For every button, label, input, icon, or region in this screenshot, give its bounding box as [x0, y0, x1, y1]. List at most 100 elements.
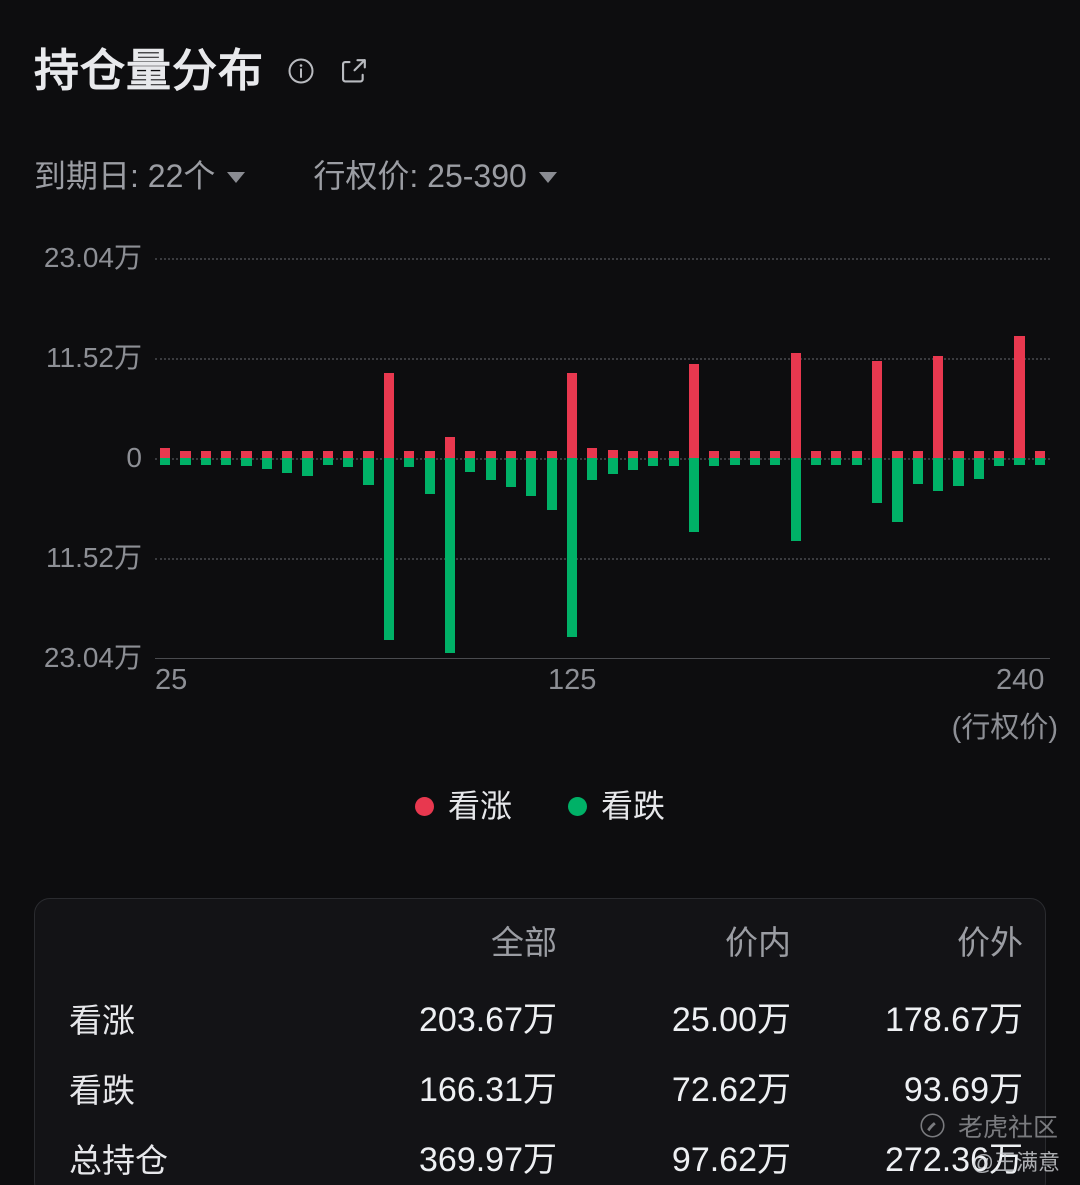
chart-bar-bearish — [485, 458, 496, 480]
chart-bar-bearish — [160, 458, 171, 465]
col-header-all: 全部 — [491, 923, 557, 961]
chevron-down-icon — [227, 172, 246, 183]
chart-bar-bearish — [607, 458, 618, 474]
page-title: 持仓量分布 — [34, 45, 265, 96]
chart-bar-bullish — [505, 451, 517, 458]
chart-legend: 看涨 看跌 — [0, 790, 1080, 822]
chart-gridline — [155, 558, 1050, 560]
chart-bar-bearish — [465, 458, 476, 472]
chart-bar-bearish — [261, 458, 272, 470]
col-header-itm: 价内 — [725, 923, 791, 961]
chart-bar-bullish — [627, 450, 639, 458]
chart-bar-bullish — [383, 372, 394, 458]
chart-bar-bearish — [404, 458, 415, 468]
chart-bar-bullish — [485, 451, 496, 458]
chart-bar-bullish — [933, 355, 944, 458]
chart-gridline — [155, 258, 1050, 260]
chart-bar-bearish — [546, 458, 557, 511]
col-header-otm: 价外 — [957, 923, 1023, 961]
legend-item-bullish[interactable]: 看涨 — [414, 788, 512, 824]
chart-bar-bearish — [587, 458, 598, 480]
cell-bearish-all: 166.31万 — [419, 1071, 557, 1109]
cell-total-itm: 97.62万 — [671, 1141, 791, 1179]
filter-expiry[interactable]: 到期日: 22个 — [34, 158, 246, 194]
col-header-blank — [35, 899, 335, 985]
chart-bar-bullish — [404, 451, 415, 458]
chart-bar-bullish — [180, 451, 191, 458]
chart-bar-bullish — [200, 451, 211, 458]
chart-bar-bearish — [688, 458, 700, 532]
y-axis-tick-label: 11.52万 — [46, 342, 142, 373]
chart-bar-bearish — [790, 458, 801, 542]
chart-bar-bullish — [973, 451, 984, 458]
chart-bar-bullish — [322, 451, 333, 458]
chevron-down-icon — [538, 172, 557, 183]
chart-bar-bearish — [810, 458, 822, 465]
table-row: 看跌 166.31万 72.62万 93.69万 — [35, 1055, 1047, 1125]
info-circle-icon[interactable] — [286, 56, 316, 86]
chart-bar-bullish — [994, 451, 1005, 458]
chart-bar-bullish — [241, 451, 252, 458]
chart-bar-bearish — [180, 458, 191, 465]
chart-bar-bearish — [627, 458, 639, 471]
legend-label-bullish: 看涨 — [447, 788, 512, 824]
chart-bar-bearish — [729, 458, 740, 465]
y-axis-tick-label: 0 — [126, 442, 142, 473]
filter-expiry-label: 到期日: 22个 — [34, 158, 216, 194]
chart-bar-bearish — [892, 458, 903, 523]
chart-bar-bearish — [872, 458, 883, 504]
summary-table-card: 全部 价内 价外 看涨 203.67万 25.00万 178.67万 看跌 16… — [34, 898, 1046, 1185]
chart-plot-area[interactable] — [155, 258, 1050, 659]
chart-bar-bearish — [343, 458, 354, 468]
tiger-logo-icon — [919, 1112, 946, 1144]
summary-table-head: 全部 价内 价外 — [35, 899, 1047, 985]
chart-bars — [155, 258, 1050, 658]
chart-bar-bearish — [831, 458, 842, 465]
chart-bar-bearish — [668, 458, 679, 467]
page-header: 持仓量分布 — [34, 48, 370, 93]
y-axis-tick-label: 11.52万 — [46, 542, 142, 573]
x-axis-tick-label: 240 — [996, 664, 1045, 696]
chart-bar-bearish — [241, 458, 252, 466]
chart-bar-bullish — [770, 451, 781, 458]
legend-dot-bearish — [568, 796, 587, 816]
chart-bar-bullish — [648, 451, 659, 458]
filter-strike[interactable]: 行权价: 25-390 — [313, 158, 557, 194]
chart-bar-bullish — [302, 451, 313, 458]
legend-item-bearish[interactable]: 看跌 — [568, 790, 665, 822]
row-label-bullish: 看涨 — [69, 1001, 135, 1039]
chart-bar-bullish — [587, 448, 598, 458]
table-row: 总持仓 369.97万 97.62万 272.36万 — [35, 1125, 1047, 1185]
filter-strike-label: 行权价: 25-390 — [313, 158, 527, 194]
legend-label-bearish: 看跌 — [601, 788, 666, 824]
chart-bar-bullish — [810, 451, 822, 458]
x-axis-tick-label: 25 — [155, 664, 188, 696]
chart-bar-bearish — [994, 458, 1005, 466]
row-label-bearish: 看跌 — [69, 1071, 135, 1109]
table-row: 看涨 203.67万 25.00万 178.67万 — [35, 985, 1047, 1055]
chart-bar-bullish — [831, 451, 842, 458]
cell-bullish-itm: 25.00万 — [671, 1001, 791, 1039]
table-header-row: 全部 价内 价外 — [35, 899, 1047, 985]
open-interest-chart: 23.04万 11.52万 0 11.52万 23.04万 25 125 240 (行权价) — [0, 244, 1080, 743]
chart-bar-bearish — [322, 458, 333, 466]
chart-bar-bullish — [363, 451, 374, 458]
chart-bar-bearish — [302, 458, 313, 477]
chart-axis-line — [155, 658, 1050, 659]
chart-bar-bearish — [200, 458, 211, 465]
chart-bar-bullish — [424, 451, 435, 458]
chart-bar-bullish — [444, 437, 455, 458]
chart-bar-bearish — [933, 458, 944, 491]
legend-dot-bullish — [414, 796, 434, 816]
chart-bar-bullish — [465, 451, 476, 458]
x-axis-labels: 25 125 240 — [0, 666, 1080, 706]
summary-table: 全部 价内 价外 看涨 203.67万 25.00万 178.67万 看跌 16… — [35, 899, 1047, 1185]
share-export-icon[interactable] — [338, 55, 370, 87]
cell-bullish-otm: 178.67万 — [885, 1001, 1023, 1039]
chart-bar-bearish — [912, 458, 923, 485]
chart-bar-bullish — [851, 451, 862, 458]
watermark-brand-text: 老虎社区 — [957, 1113, 1058, 1142]
chart-bar-bullish — [526, 451, 537, 458]
chart-bar-bullish — [1014, 335, 1025, 458]
